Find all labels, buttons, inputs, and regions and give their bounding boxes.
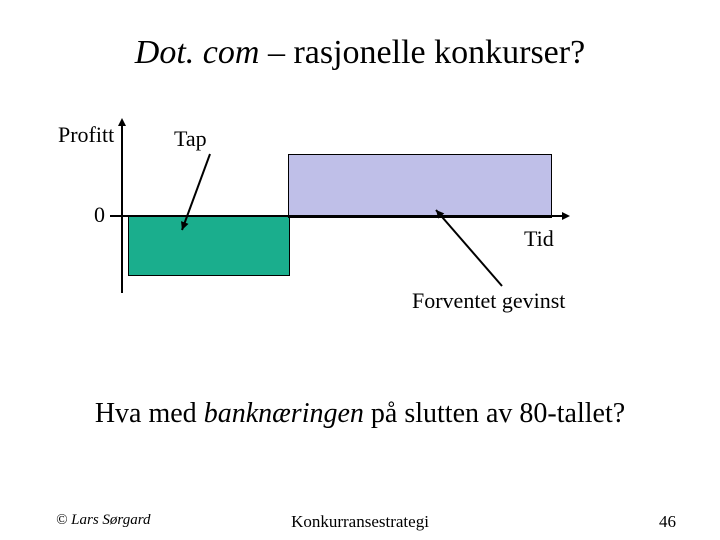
profit-chart: Profitt 0 Tap Tid Forventet gevinst [70,118,650,358]
y-tick-zero: 0 [94,202,105,228]
sub-question-emphasis: banknæringen [204,398,364,429]
title-rest: – rasjonelle konkurser? [259,34,585,71]
y-axis-label: Profitt [58,122,114,148]
sub-question-part3: på slutten av 80-tallet? [364,398,625,429]
sub-question-part1: Hva med [95,398,204,429]
tap-label: Tap [174,126,207,152]
footer-center: Konkurransestrategi [0,512,720,532]
slide: Dot. com – rasjonelle konkurser? Profitt… [0,0,720,540]
footer-page-number: 46 [659,512,676,532]
title-emphasis: Dot. com [135,34,260,71]
sub-question: Hva med banknæringen på slutten av 80-ta… [0,398,720,430]
slide-title: Dot. com – rasjonelle konkurser? [0,34,720,72]
forventet-gevinst-label: Forventet gevinst [412,288,565,314]
chart-axes [70,118,650,358]
x-axis-label-tid: Tid [524,226,554,252]
